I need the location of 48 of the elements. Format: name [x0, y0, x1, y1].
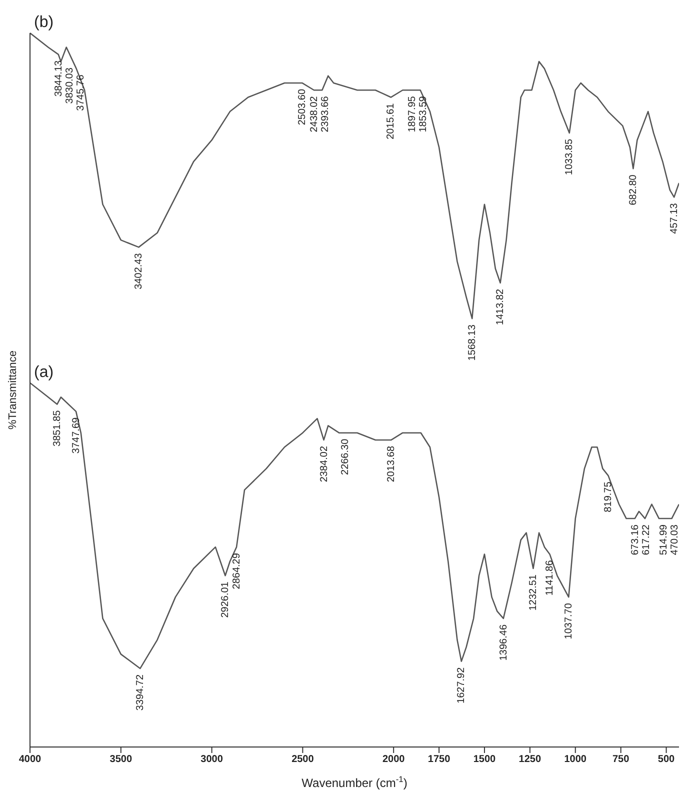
annotation: 2393.66: [319, 96, 330, 132]
annotation: 470.03: [669, 524, 680, 556]
annotation: 514.99: [658, 524, 670, 556]
x-axis-title: Wavenumber (cm$^{-1}$): [302, 774, 408, 790]
annotation: 617.22: [640, 524, 652, 556]
annotation: 1413.82: [494, 288, 506, 326]
x-tick-label: 750: [612, 754, 630, 766]
annotation: 1627.92: [456, 666, 467, 704]
annotation: 3844.13: [52, 60, 64, 97]
annotation: 819.75: [602, 481, 614, 512]
series-label: (b): [34, 14, 54, 31]
annotation: 3851.85: [51, 410, 62, 446]
annotation: 2266.30: [340, 438, 351, 475]
x-tick-label: 1250: [518, 754, 542, 766]
annotation: 1396.46: [498, 624, 509, 661]
x-tick-label: 3500: [110, 754, 132, 766]
x-tick-label: 1750: [428, 754, 451, 766]
x-tick-label: 2000: [382, 754, 406, 766]
annotation: 2864.29: [230, 552, 242, 590]
annotation: 1897.95: [406, 96, 418, 132]
annotation: 1232.51: [528, 574, 539, 611]
annotation: 3830.03: [64, 67, 75, 104]
series-label: (a): [34, 364, 54, 381]
annotation: 3394.72: [134, 674, 146, 711]
annotation: 457.13: [668, 202, 680, 234]
annotation: 3402.43: [133, 252, 144, 290]
annotation: 1037.70: [563, 602, 574, 640]
annotation: 2926.01: [220, 581, 231, 618]
annotation: 1853.59: [418, 96, 429, 132]
x-tick-label: 2500: [292, 754, 314, 766]
annotation: 2438.02: [308, 96, 320, 132]
x-tick-label: 1500: [473, 754, 496, 766]
annotation: 3745.76: [74, 74, 86, 111]
annotation: 1568.13: [466, 324, 478, 361]
annotation: 2503.60: [296, 88, 308, 126]
annotation: 1033.85: [564, 138, 575, 176]
x-tick-label: 3000: [200, 754, 224, 766]
annotation: 673.16: [629, 524, 640, 556]
annotation: 2015.61: [385, 102, 396, 140]
x-tick-label: 4000: [18, 754, 42, 766]
annotation: 2384.02: [318, 446, 330, 482]
x-tick-label: 1000: [564, 754, 587, 766]
annotation: 682.80: [628, 174, 639, 206]
x-tick-label: 500: [658, 754, 676, 766]
y-axis-title: %Transmittance: [7, 350, 19, 430]
annotation: 1141.86: [544, 560, 556, 596]
annotation: 2013.68: [386, 446, 397, 482]
annotation: 3747.69: [70, 416, 82, 454]
